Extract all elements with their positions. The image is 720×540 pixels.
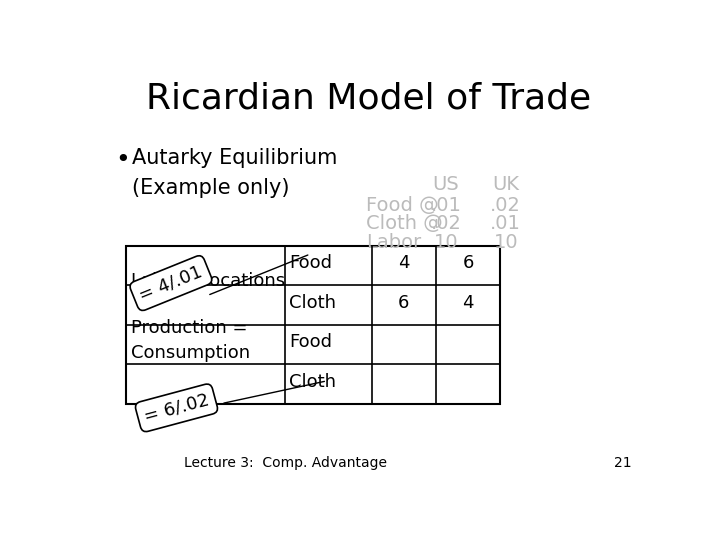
Text: .02: .02: [490, 196, 521, 215]
Text: Cloth: Cloth: [289, 373, 336, 391]
Text: UK: UK: [492, 175, 519, 194]
Text: US: US: [433, 175, 459, 194]
Text: Ricardian Model of Trade: Ricardian Model of Trade: [146, 82, 592, 116]
Text: Labor: Labor: [366, 233, 421, 252]
Bar: [126, 246, 500, 404]
Text: Cloth: Cloth: [289, 294, 336, 312]
Text: .01: .01: [490, 214, 521, 233]
Text: Production =
Consumption: Production = Consumption: [131, 319, 250, 362]
Text: Labor allocations: Labor allocations: [131, 272, 285, 290]
Text: 6: 6: [398, 294, 410, 312]
Text: Cloth @: Cloth @: [366, 214, 443, 233]
Text: 21: 21: [613, 456, 631, 470]
Text: •: •: [115, 148, 130, 172]
Text: Lecture 3:  Comp. Advantage: Lecture 3: Comp. Advantage: [184, 456, 387, 470]
Text: Food @: Food @: [366, 196, 438, 215]
Text: Food: Food: [289, 333, 332, 352]
Text: 10: 10: [493, 233, 518, 252]
Text: 10: 10: [433, 233, 459, 252]
Text: .01: .01: [431, 196, 462, 215]
Text: 4: 4: [398, 254, 410, 272]
Text: Food: Food: [289, 254, 332, 272]
Text: = 6/.02: = 6/.02: [142, 390, 211, 425]
Text: Autarky Equilibrium
(Example only): Autarky Equilibrium (Example only): [132, 148, 337, 198]
Text: 6: 6: [462, 254, 474, 272]
Text: = 4/.01: = 4/.01: [137, 262, 205, 304]
Text: 4: 4: [462, 294, 474, 312]
Text: .02: .02: [431, 214, 462, 233]
